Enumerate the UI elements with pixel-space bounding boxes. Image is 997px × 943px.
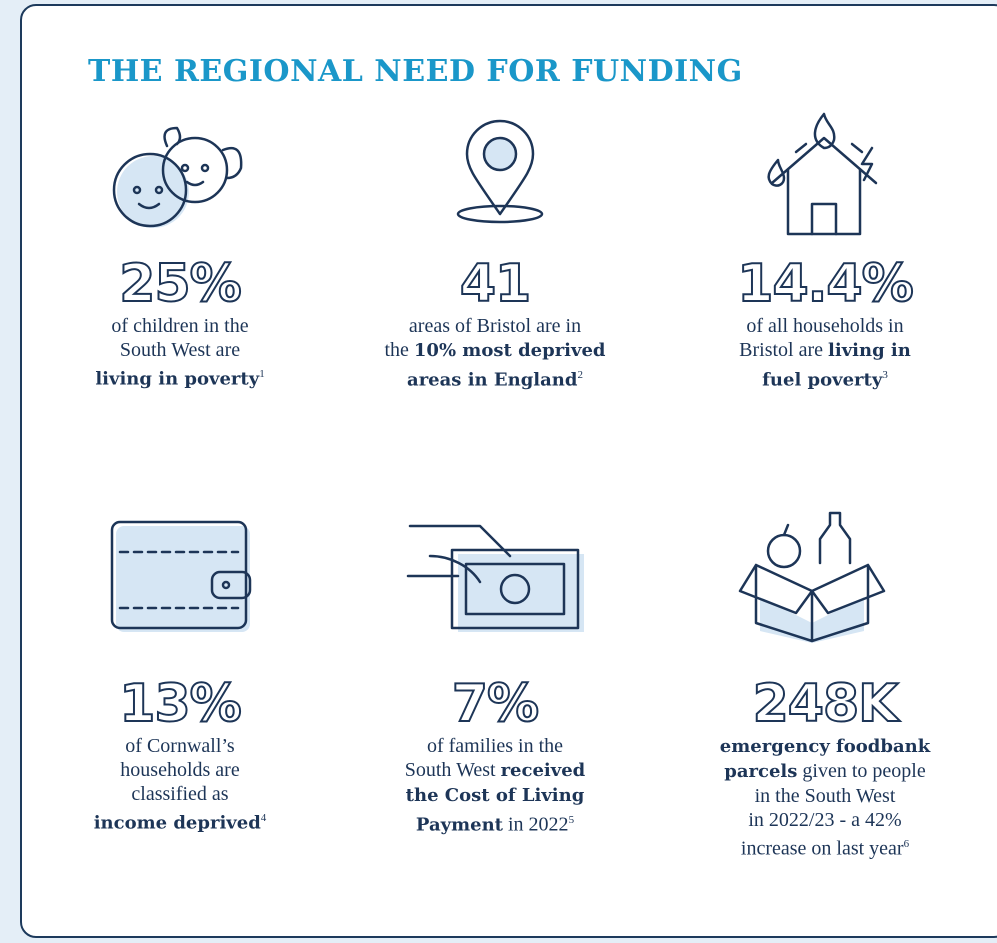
description-line: of all households in	[665, 314, 985, 338]
text-run: Payment	[415, 814, 503, 836]
text-run: emergency foodbank	[719, 736, 931, 757]
text-run: South West	[404, 759, 501, 781]
description-line: income deprived4	[20, 806, 340, 836]
description-line: classified as	[20, 782, 340, 806]
text-run: 1	[259, 368, 265, 380]
text-run: increase on last year	[740, 837, 904, 860]
description-line: Bristol are living in	[665, 338, 985, 363]
stat-value: 13%	[118, 673, 242, 735]
description-line: living in poverty1	[20, 362, 340, 392]
text-run: received	[500, 760, 586, 781]
text-run: 3	[882, 369, 888, 381]
text-run: of all households in	[746, 315, 904, 337]
text-run: the	[384, 339, 414, 361]
stat-value: 41	[459, 253, 532, 315]
text-run: 5	[568, 814, 575, 826]
text-run: given to people	[797, 760, 926, 782]
text-run: 4	[260, 812, 267, 824]
text-run: fuel poverty	[762, 369, 883, 391]
description-line: South West are	[20, 338, 340, 362]
text-run: in 2022	[503, 813, 569, 836]
stat-item: 13% of Cornwall’s households are classified…	[20, 673, 340, 836]
stat-item: 25% of children in the South West are livin…	[20, 253, 340, 392]
description-line: the Cost of Living	[335, 783, 655, 808]
text-run: living in poverty	[95, 368, 260, 390]
fuel-icon	[767, 112, 878, 236]
text-run: in 2022/23 - a 42%	[748, 809, 902, 831]
description-line: South West received	[335, 758, 655, 783]
stat-value: 14.4%	[736, 253, 914, 315]
stat-item: 7% of families in the South West received t…	[335, 673, 655, 838]
text-run: of children in the	[111, 315, 249, 337]
text-run: income deprived	[93, 812, 261, 834]
description-line: increase on last year6	[665, 832, 985, 861]
text-run: 10% most deprived	[413, 340, 606, 361]
description-line: the 10% most deprived	[335, 338, 655, 363]
description-line: of Cornwall’s	[20, 734, 340, 758]
text-run: the Cost of Living	[405, 785, 585, 806]
text-run: classified as	[131, 783, 229, 805]
description-line: parcels given to people	[665, 759, 985, 784]
location-icon	[456, 119, 544, 224]
stat-item: 41 areas of Bristol are in the 10% most de…	[335, 253, 655, 393]
text-run: parcels	[724, 761, 798, 782]
text-run: in the South West	[754, 785, 896, 807]
text-run: areas of Bristol are in	[408, 315, 582, 337]
wallet-icon	[110, 520, 252, 632]
description-line: of families in the	[335, 734, 655, 758]
text-run: 6	[903, 838, 910, 850]
foodbank-icon	[738, 511, 886, 643]
description-line: emergency foodbank	[665, 734, 985, 759]
text-run: areas in England	[407, 369, 578, 391]
text-run: living in	[828, 340, 911, 361]
title: THE REGIONAL NEED FOR FUNDING	[88, 54, 743, 89]
stat-item: 14.4% of all households in Bristol are liv…	[665, 253, 985, 393]
text-run: households are	[120, 759, 240, 781]
text-run: of Cornwall’s	[125, 735, 235, 757]
description-line: in the South West	[665, 784, 985, 808]
text-run: South West are	[119, 339, 241, 361]
description-line: fuel poverty3	[665, 363, 985, 393]
text-run: Bristol are	[739, 339, 829, 361]
stat-value: 25%	[118, 253, 242, 315]
description-line: in 2022/23 - a 42%	[665, 808, 985, 832]
description-line: of children in the	[20, 314, 340, 338]
description-line: households are	[20, 758, 340, 782]
description-line: areas of Bristol are in	[335, 314, 655, 338]
children-icon	[112, 126, 243, 228]
description-line: areas in England2	[335, 363, 655, 393]
description-line: Payment in 20225	[335, 808, 655, 838]
stat-value: 248K	[752, 673, 900, 735]
stat-item: 248K emergency foodbank parcels given to p…	[665, 673, 985, 861]
stat-value: 7%	[451, 673, 540, 735]
text-run: of families in the	[426, 735, 564, 757]
text-run: 2	[577, 369, 583, 381]
cash-icon	[406, 524, 584, 632]
